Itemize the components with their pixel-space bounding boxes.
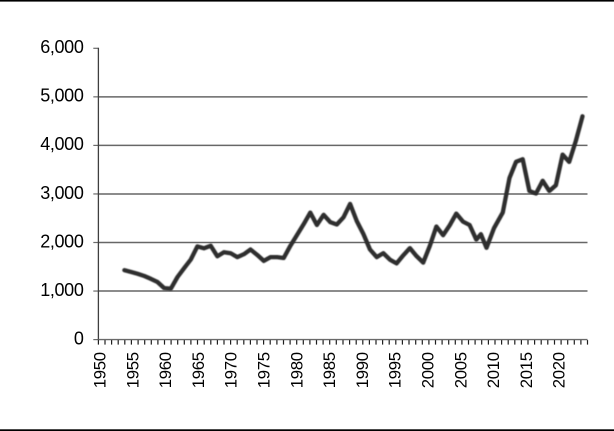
svg-text:1,000: 1,000 — [40, 280, 84, 300]
svg-text:2015: 2015 — [517, 352, 536, 388]
svg-text:1965: 1965 — [189, 352, 208, 388]
svg-text:1960: 1960 — [156, 352, 175, 388]
svg-text:1970: 1970 — [222, 352, 241, 388]
svg-text:2020: 2020 — [550, 352, 569, 388]
svg-text:1995: 1995 — [386, 352, 405, 388]
svg-text:1955: 1955 — [123, 352, 142, 388]
svg-text:6,000: 6,000 — [40, 37, 84, 57]
svg-text:0: 0 — [74, 328, 84, 348]
svg-text:1990: 1990 — [353, 352, 372, 388]
svg-text:5,000: 5,000 — [40, 86, 84, 106]
svg-text:1975: 1975 — [255, 352, 274, 388]
svg-text:1980: 1980 — [287, 352, 306, 388]
svg-text:2000: 2000 — [419, 352, 438, 388]
svg-text:2005: 2005 — [451, 352, 470, 388]
svg-text:1985: 1985 — [320, 352, 339, 388]
svg-text:4,000: 4,000 — [40, 134, 84, 154]
svg-text:3,000: 3,000 — [40, 183, 84, 203]
svg-text:2010: 2010 — [484, 352, 503, 388]
svg-text:2,000: 2,000 — [40, 231, 84, 251]
svg-text:1950: 1950 — [91, 352, 110, 388]
